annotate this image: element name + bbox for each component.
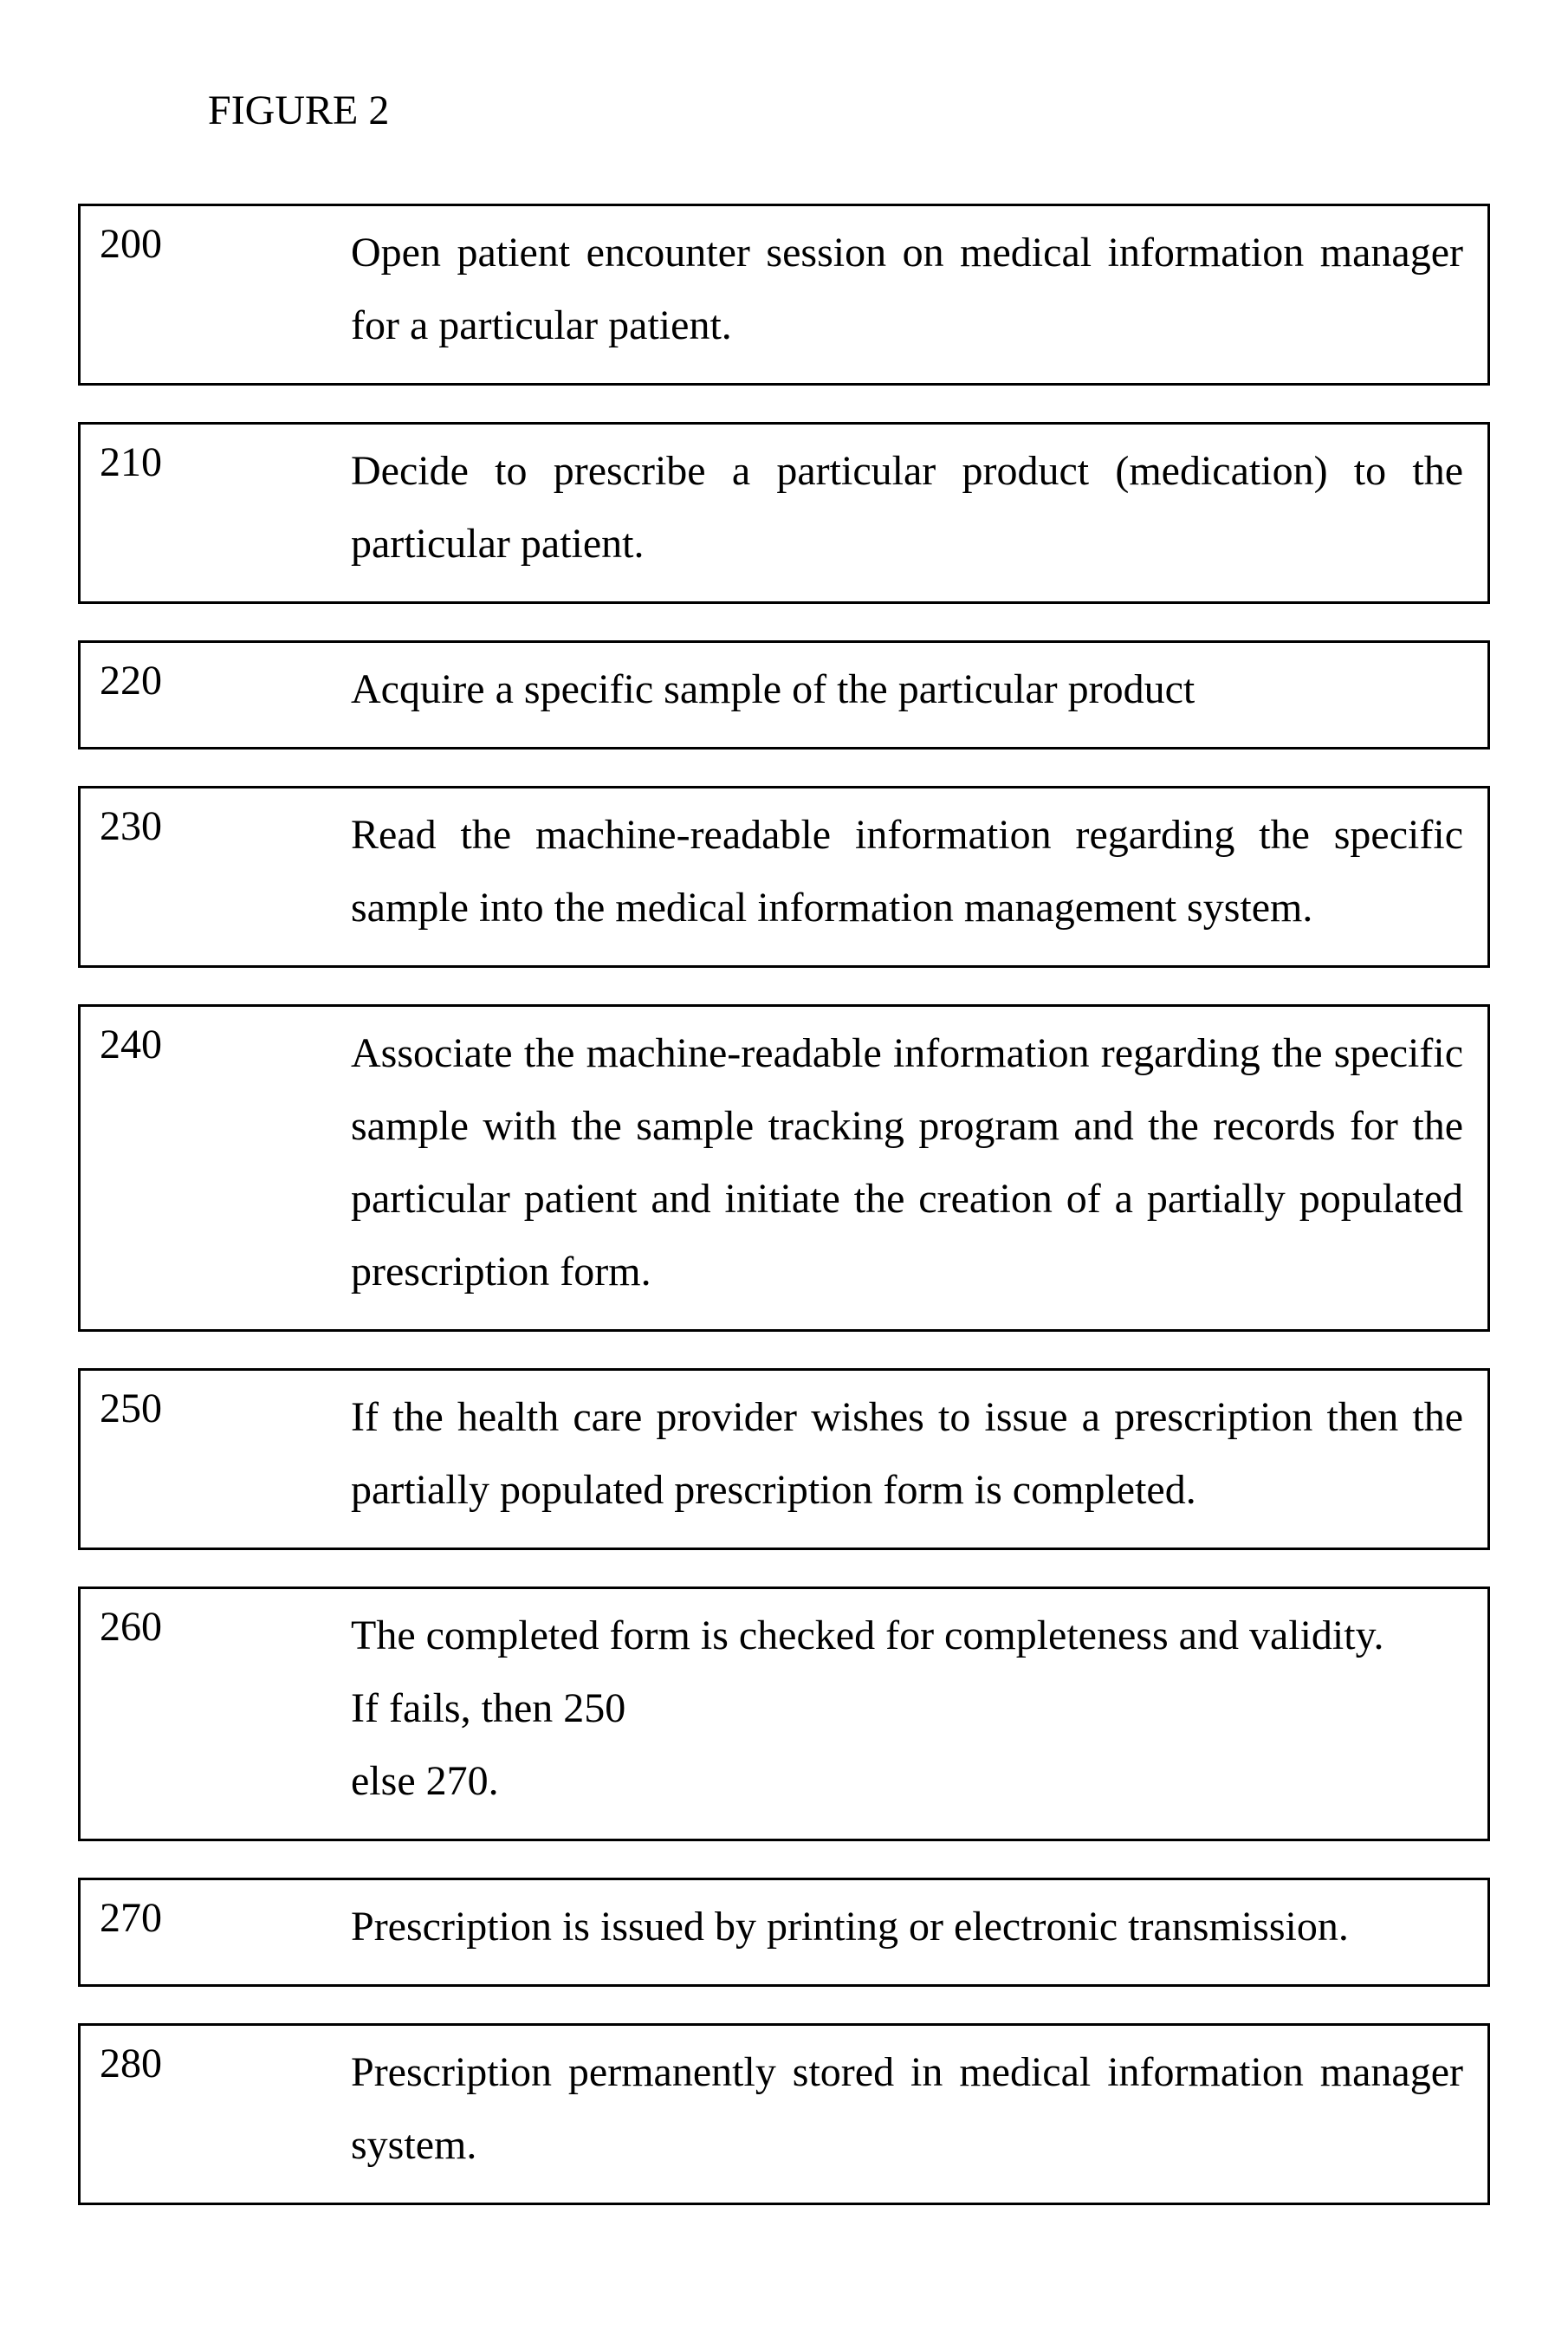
step-box: 240Associate the machine-readable inform… [78,1004,1490,1332]
step-number: 230 [100,799,351,850]
step-text: If the health care provider wishes to is… [351,1381,1463,1527]
step-text: Decide to prescribe a particular product… [351,435,1463,581]
figure-page: FIGURE 2 200Open patient encounter sessi… [0,0,1568,2336]
step-number: 210 [100,435,351,486]
step-box: 210Decide to prescribe a particular prod… [78,422,1490,604]
step-box: 260The completed form is checked for com… [78,1587,1490,1841]
step-box: 220Acquire a specific sample of the part… [78,640,1490,749]
step-number: 260 [100,1600,351,1651]
step-text: Prescription permanently stored in medic… [351,2036,1463,2182]
step-box: 270Prescription is issued by printing or… [78,1878,1490,1987]
step-text: Prescription is issued by printing or el… [351,1891,1463,1963]
step-number: 220 [100,653,351,704]
step-text: Associate the machine-readable informati… [351,1017,1463,1308]
step-text-line: else 270. [351,1745,1463,1818]
steps-container: 200Open patient encounter session on med… [78,204,1490,2205]
step-box: 230Read the machine-readable information… [78,786,1490,968]
step-number: 200 [100,217,351,268]
step-box: 200Open patient encounter session on med… [78,204,1490,386]
step-number: 250 [100,1381,351,1432]
figure-title: FIGURE 2 [208,87,1490,134]
step-text-line: The completed form is checked for comple… [351,1600,1463,1672]
step-text: Read the machine-readable information re… [351,799,1463,944]
step-text-line: If fails, then 250 [351,1672,1463,1745]
step-number: 280 [100,2036,351,2087]
step-box: 250If the health care provider wishes to… [78,1368,1490,1550]
step-text: Acquire a specific sample of the particu… [351,653,1463,726]
step-number: 270 [100,1891,351,1942]
step-text: Open patient encounter session on medica… [351,217,1463,362]
step-text: The completed form is checked for comple… [351,1600,1463,1818]
step-number: 240 [100,1017,351,1068]
step-box: 280Prescription permanently stored in me… [78,2023,1490,2205]
